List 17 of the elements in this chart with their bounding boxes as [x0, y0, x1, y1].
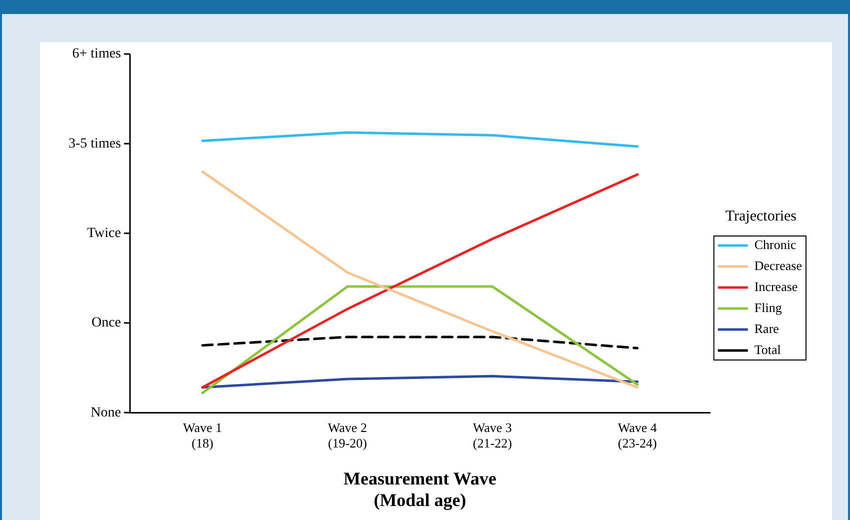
legend-title: Trajectories	[725, 208, 797, 224]
legend-label: Increase	[754, 278, 798, 294]
legend-label: Chronic	[754, 236, 796, 252]
x-tick-label: Wave 2 (19-20)	[328, 420, 367, 450]
legend-label: Decrease	[754, 258, 802, 273]
legend-label: Rare	[754, 320, 780, 336]
text: Twice	[86, 226, 121, 241]
legend-label: Total	[754, 342, 782, 357]
text: 6+ times	[72, 46, 121, 62]
x-tick-label: Wave 4 (23-24)	[618, 420, 658, 450]
legend-label: Fling	[754, 300, 782, 315]
x-axis-title: Measurement Wave (Modal age)	[344, 468, 496, 510]
text: Once	[91, 316, 121, 331]
x-tick-label: Wave 1 (18)	[182, 420, 222, 450]
text: None	[90, 405, 121, 420]
x-tick-label: Wave 3 (21-22)	[472, 420, 512, 450]
text: 3-5 times	[68, 136, 121, 152]
